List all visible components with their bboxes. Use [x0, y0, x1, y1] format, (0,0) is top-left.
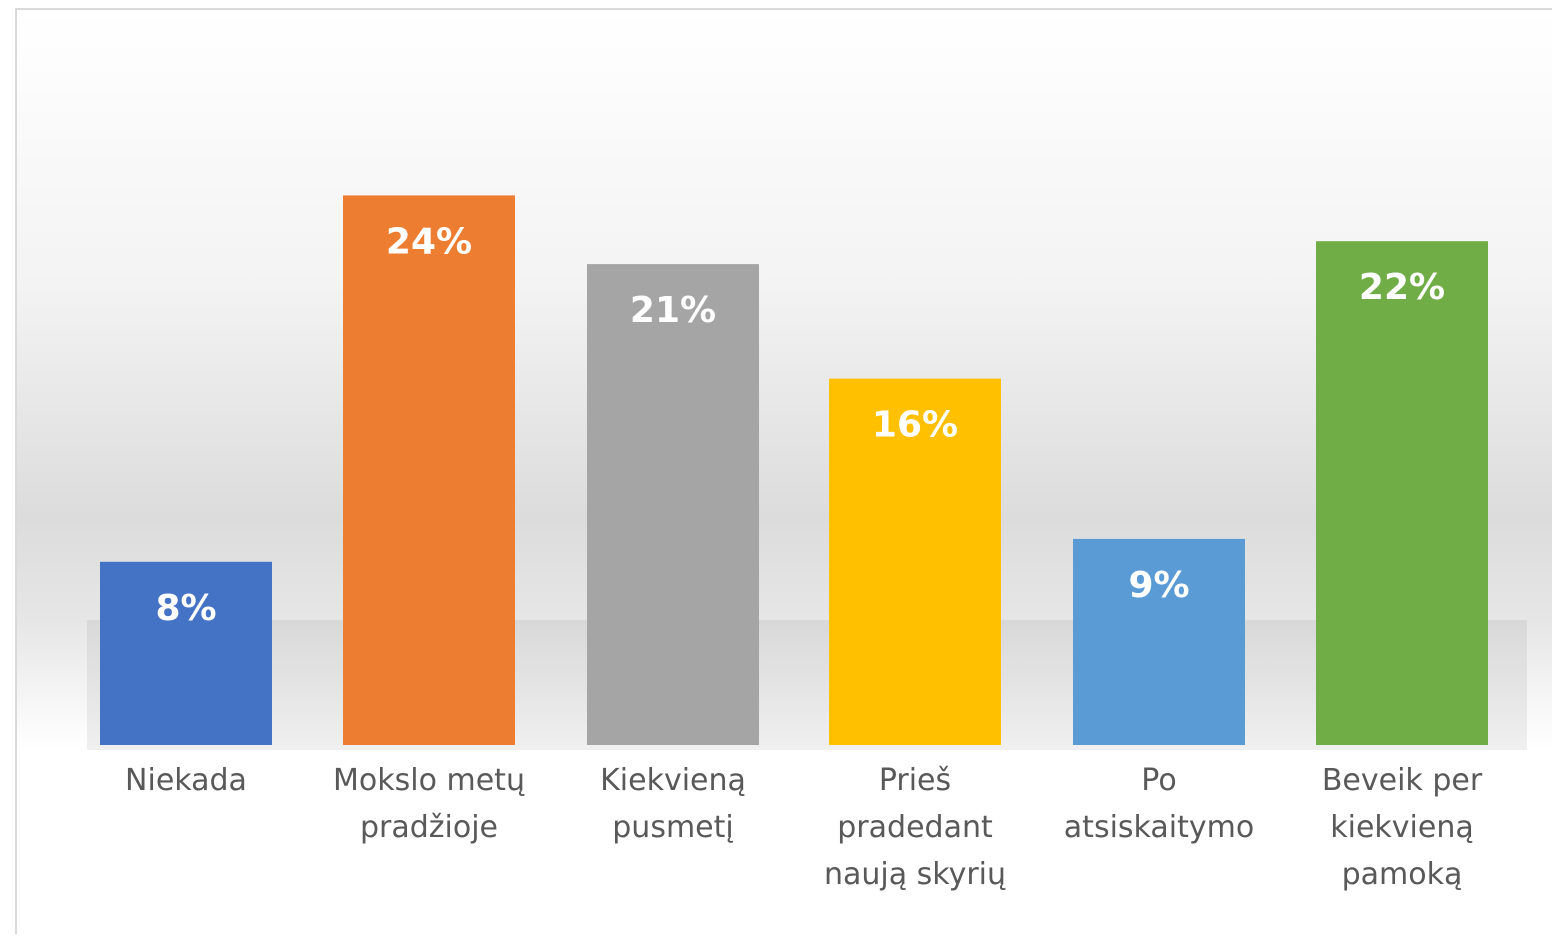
bar: [829, 378, 1001, 745]
x-tick-label: Po atsiskaitymo: [1063, 763, 1255, 845]
data-label: 21%: [630, 290, 716, 331]
data-label: 9%: [1128, 565, 1189, 606]
bar: [1073, 538, 1245, 745]
data-label: 8%: [155, 588, 216, 629]
plot: 8% 24% 21% 16% 9% 22%: [87, 195, 1527, 750]
x-tick-label: Beveik per kiekvieną pamoką: [1321, 763, 1483, 892]
x-tick-label: Prieš pradedant naują skyrių: [823, 763, 1007, 892]
chart: 8% 24% 21% 16% 9% 22% Niekada Mokslo metų prad…: [15, 8, 1552, 934]
bar: [1316, 241, 1488, 745]
x-tick-label: Mokslo metų pradžioje: [333, 763, 525, 845]
x-tick-label: Kiekvieną pusmetį: [600, 763, 746, 845]
bar: [100, 561, 272, 745]
x-tick-label: Niekada: [125, 763, 247, 798]
data-label: 24%: [386, 221, 472, 262]
data-label: 16%: [872, 405, 958, 446]
data-label: 22%: [1359, 267, 1445, 308]
bar: [587, 264, 759, 745]
floor-shadow: [87, 620, 1527, 750]
bar: [343, 195, 515, 745]
